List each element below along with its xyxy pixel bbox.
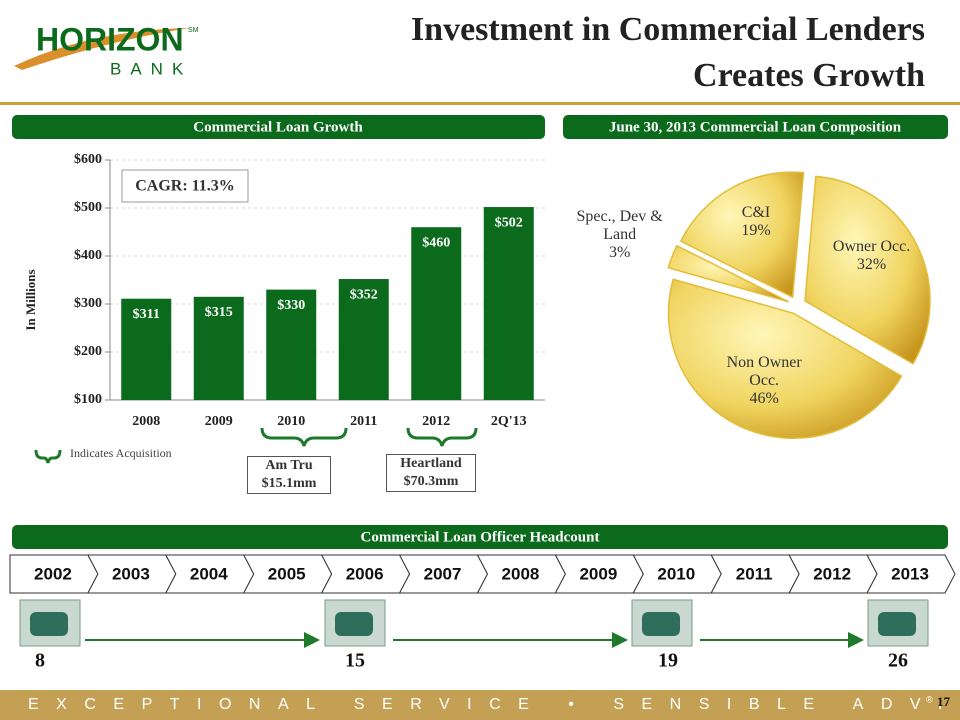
footer-tagline: EXCEPTIONAL SERVICE • SENSIBLE ADVICE xyxy=(28,696,960,713)
acquisition-amount: $70.3mm xyxy=(403,474,459,489)
bar-label: $330 xyxy=(277,298,305,313)
section-title: June 30, 2013 Commercial Loan Compositio… xyxy=(609,119,902,135)
y-tick-label: $500 xyxy=(74,200,102,215)
x-tick-label: 2010 xyxy=(277,414,305,429)
pie-slice xyxy=(667,244,789,303)
pie-slice xyxy=(804,175,931,365)
acquisition-box: Am Tru $15.1mm xyxy=(247,456,331,494)
pie-slice xyxy=(679,171,805,299)
acquisition-bracket xyxy=(260,427,348,447)
section-header xyxy=(12,525,948,549)
logo-name: HORIZON xyxy=(36,21,184,57)
legend-text: Indicates Acquisition xyxy=(70,446,172,460)
timeline-year: 2013 xyxy=(891,564,929,583)
pie-value: 46% xyxy=(749,390,779,408)
pie-label: C&I 19% xyxy=(711,204,801,240)
annotation-box xyxy=(121,169,249,203)
pie-value: 3% xyxy=(608,244,631,262)
pie-category: Spec., Dev & Land xyxy=(576,208,663,244)
timeline-year: 2005 xyxy=(268,564,306,583)
timeline-cell xyxy=(866,554,956,594)
officer-icon-figure xyxy=(878,612,916,636)
pie-value: 19% xyxy=(741,221,771,239)
timeline-year: 2004 xyxy=(190,564,228,583)
pie-label: Non Owner Occ. 46% xyxy=(719,354,809,408)
footer-reg: ® xyxy=(926,694,933,704)
x-tick-label: 2009 xyxy=(205,414,233,429)
bar-label: $315 xyxy=(205,305,233,320)
headcount-value: 8 xyxy=(35,650,45,672)
timeline-year: 2010 xyxy=(657,564,695,583)
officer-icon-figure xyxy=(642,612,680,636)
timeline-year: 2011 xyxy=(736,564,773,583)
pie-category: Non Owner Occ. xyxy=(726,354,802,390)
pie-category: Owner Occ. xyxy=(832,238,911,256)
y-tick-label: $200 xyxy=(74,344,102,359)
pie-category: C&I xyxy=(741,203,771,221)
headcount-value: 26 xyxy=(888,650,908,672)
footer-band xyxy=(0,690,960,720)
x-tick-label: 2Q'13 xyxy=(491,414,527,429)
timeline-year: 2012 xyxy=(813,564,851,583)
timeline-year: 2008 xyxy=(502,564,540,583)
bar-label: $460 xyxy=(422,235,450,250)
section-title: Commercial Loan Officer Headcount xyxy=(361,529,600,545)
bar-label: $502 xyxy=(495,215,523,230)
timeline-year: 2007 xyxy=(424,564,462,583)
officer-icon-figure xyxy=(335,612,373,636)
headcount-value: 19 xyxy=(658,650,678,672)
legend-bracket xyxy=(34,449,62,464)
bar xyxy=(266,289,317,400)
acquisition-box: Heartland $70.3mm xyxy=(386,454,476,492)
bar xyxy=(193,296,244,400)
bar xyxy=(483,207,534,400)
timeline-year: 2002 xyxy=(34,564,72,583)
annotation: CAGR: 11.3% xyxy=(135,178,235,195)
y-axis-label: In Millions xyxy=(23,269,38,330)
bar xyxy=(121,298,172,400)
y-tick-label: $400 xyxy=(74,248,102,263)
bar-label: $311 xyxy=(133,307,160,322)
section-title: Commercial Loan Growth xyxy=(193,119,363,135)
section-header xyxy=(12,115,545,139)
section-header xyxy=(563,115,948,139)
logo-swoosh xyxy=(14,28,190,70)
page-number: 17 xyxy=(937,694,951,709)
bar-label: $352 xyxy=(350,287,378,302)
bar xyxy=(338,279,389,400)
title-line: Investment in Commercial Lenders xyxy=(411,11,925,48)
x-tick-label: 2011 xyxy=(350,414,377,429)
header-rule xyxy=(0,102,960,105)
headcount-value: 15 xyxy=(345,650,365,672)
y-tick-label: $300 xyxy=(74,296,102,311)
timeline-year: 2009 xyxy=(579,564,617,583)
acquisition-name: Heartland xyxy=(400,456,462,471)
officer-icon-figure xyxy=(30,612,68,636)
bar xyxy=(411,227,462,400)
timeline-year: 2003 xyxy=(112,564,150,583)
title-line: Creates Growth xyxy=(693,57,925,94)
x-tick-label: 2008 xyxy=(132,414,160,429)
acquisition-amount: $15.1mm xyxy=(261,476,317,491)
y-tick-label: $100 xyxy=(74,392,102,407)
pie-value: 32% xyxy=(856,256,887,274)
pie-slice xyxy=(667,278,903,440)
logo-sub: BANK xyxy=(110,59,192,78)
acquisition-bracket xyxy=(406,427,478,447)
timeline-year: 2006 xyxy=(346,564,384,583)
pie-label: Owner Occ. 32% xyxy=(827,238,917,274)
logo-mark: SM xyxy=(188,27,199,34)
y-tick-label: $600 xyxy=(74,152,102,167)
acquisition-name: Am Tru xyxy=(265,458,313,473)
x-tick-label: 2012 xyxy=(422,414,450,429)
pie-label: Spec., Dev & Land 3% xyxy=(575,208,665,262)
